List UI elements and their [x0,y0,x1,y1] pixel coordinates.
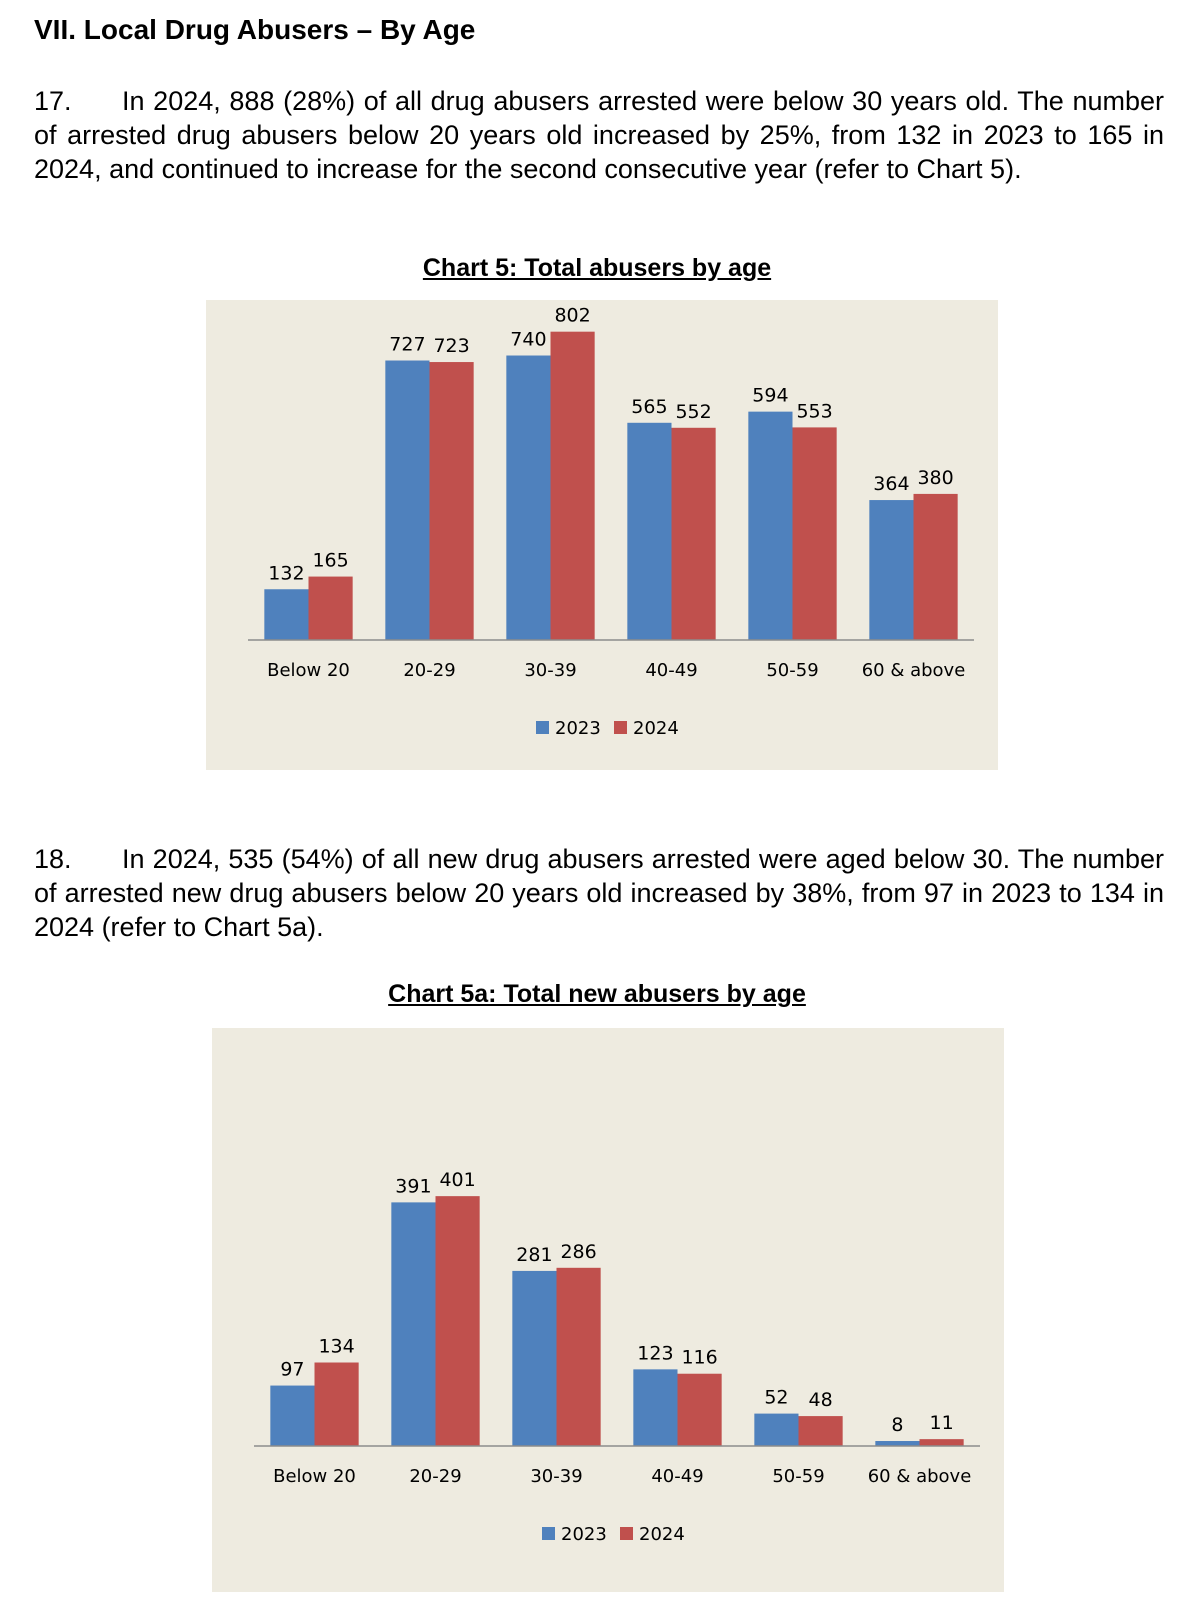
data-label-2024-2: 401 [439,1169,475,1191]
bar-2023-4 [633,1369,678,1446]
bar-2024-6 [919,1439,964,1446]
category-label: 50-59 [766,660,818,681]
data-label-2024-4: 552 [675,401,711,423]
bar-2023-6 [875,1441,920,1446]
data-label-2024-6: 380 [917,467,953,489]
data-label-2024-3: 286 [560,1241,596,1263]
data-label-2023-2: 391 [395,1175,431,1197]
bar-2023-4 [627,422,672,640]
data-label-2023-4: 123 [637,1342,673,1364]
paragraph-text: In 2024, 888 (28%) of all drug abusers a… [34,86,1164,184]
bar-2023-5 [754,1413,799,1446]
chart-5a: 97 134 Below 20 391 401 20-29 281 286 30-39 123 11… [254,1169,980,1545]
category-label: 40-49 [645,660,697,681]
category-label: 30-39 [524,660,576,681]
data-label-2023-3: 281 [516,1244,552,1266]
chart-5a-area: 97 134 Below 20 391 401 20-29 281 286 30-39 123 11… [212,1028,1004,1592]
category-label: 60 & above [862,660,966,681]
data-label-2023-5: 52 [764,1387,788,1409]
bar-2023-2 [385,360,430,640]
category-label: 20-29 [403,660,455,681]
chart-5-area: 132 165 Below 20 727 723 20-29 740 802 30-39 565 5… [206,300,998,770]
legend-label-2023: 2023 [561,1524,607,1545]
data-label-2024-1: 165 [312,550,348,572]
bar-2024-3 [550,331,595,640]
category-label: 40-49 [651,1466,703,1487]
data-label-2023-4: 565 [631,396,667,418]
data-label-2023-1: 97 [280,1359,304,1381]
category-label: 20-29 [409,1466,461,1487]
bar-2023-1 [264,589,309,640]
bar-2023-3 [506,355,551,640]
legend-label-2024: 2024 [639,1524,685,1545]
category-label: 60 & above [868,1466,972,1487]
category-label: Below 20 [273,1466,356,1487]
data-label-2023-6: 364 [873,473,909,495]
bar-2024-1 [314,1362,359,1446]
data-label-2023-5: 594 [752,385,788,407]
paragraph-18: 18. In 2024, 535 (54%) of all new drug ab… [34,842,1164,944]
bar-2024-3 [556,1267,601,1446]
data-label-2024-4: 116 [681,1347,717,1369]
data-label-2023-2: 727 [389,334,425,356]
bar-2023-3 [512,1270,557,1446]
bar-2024-4 [677,1373,722,1446]
data-label-2024-6: 11 [929,1412,953,1434]
legend-swatch-2024 [614,721,627,734]
chart-5-title: Chart 5: Total abusers by age [422,254,772,282]
category-label: 50-59 [772,1466,824,1487]
legend-label-2024: 2024 [633,718,679,739]
bar-2023-6 [869,500,914,640]
legend-swatch-2023 [536,721,549,734]
bar-2024-4 [671,427,716,640]
chart-5: 132 165 Below 20 727 723 20-29 740 802 30-39 565 5… [248,305,974,739]
legend-swatch-2024 [620,1527,633,1540]
data-label-2023-6: 8 [891,1414,903,1436]
bar-2024-2 [429,362,474,640]
bar-2024-6 [913,493,958,640]
bar-2023-2 [391,1202,436,1446]
data-label-2024-1: 134 [318,1336,354,1358]
paragraph-number: 18. [34,844,72,874]
data-label-2023-1: 132 [268,562,304,584]
data-label-2024-5: 553 [796,400,832,422]
data-label-2024-5: 48 [808,1389,832,1411]
category-label: 30-39 [530,1466,582,1487]
data-label-2024-2: 723 [433,335,469,357]
category-label: Below 20 [267,660,350,681]
bar-2023-5 [748,411,793,640]
chart-5a-title: Chart 5a: Total new abusers by age [388,980,806,1008]
paragraph-number: 17. [34,86,72,116]
data-label-2023-3: 740 [510,329,546,351]
paragraph-17: 17. In 2024, 888 (28%) of all drug abuser… [34,84,1164,186]
legend-swatch-2023 [542,1527,555,1540]
legend-label-2023: 2023 [555,718,601,739]
data-label-2024-3: 802 [554,305,590,327]
bar-2024-5 [798,1416,843,1446]
paragraph-text: In 2024, 535 (54%) of all new drug abuse… [34,844,1164,942]
bar-2024-2 [435,1196,480,1446]
bar-2023-1 [270,1385,315,1446]
bar-2024-1 [308,576,353,640]
bar-2024-5 [792,427,837,640]
section-heading: VII. Local Drug Abusers – By Age [34,14,476,45]
